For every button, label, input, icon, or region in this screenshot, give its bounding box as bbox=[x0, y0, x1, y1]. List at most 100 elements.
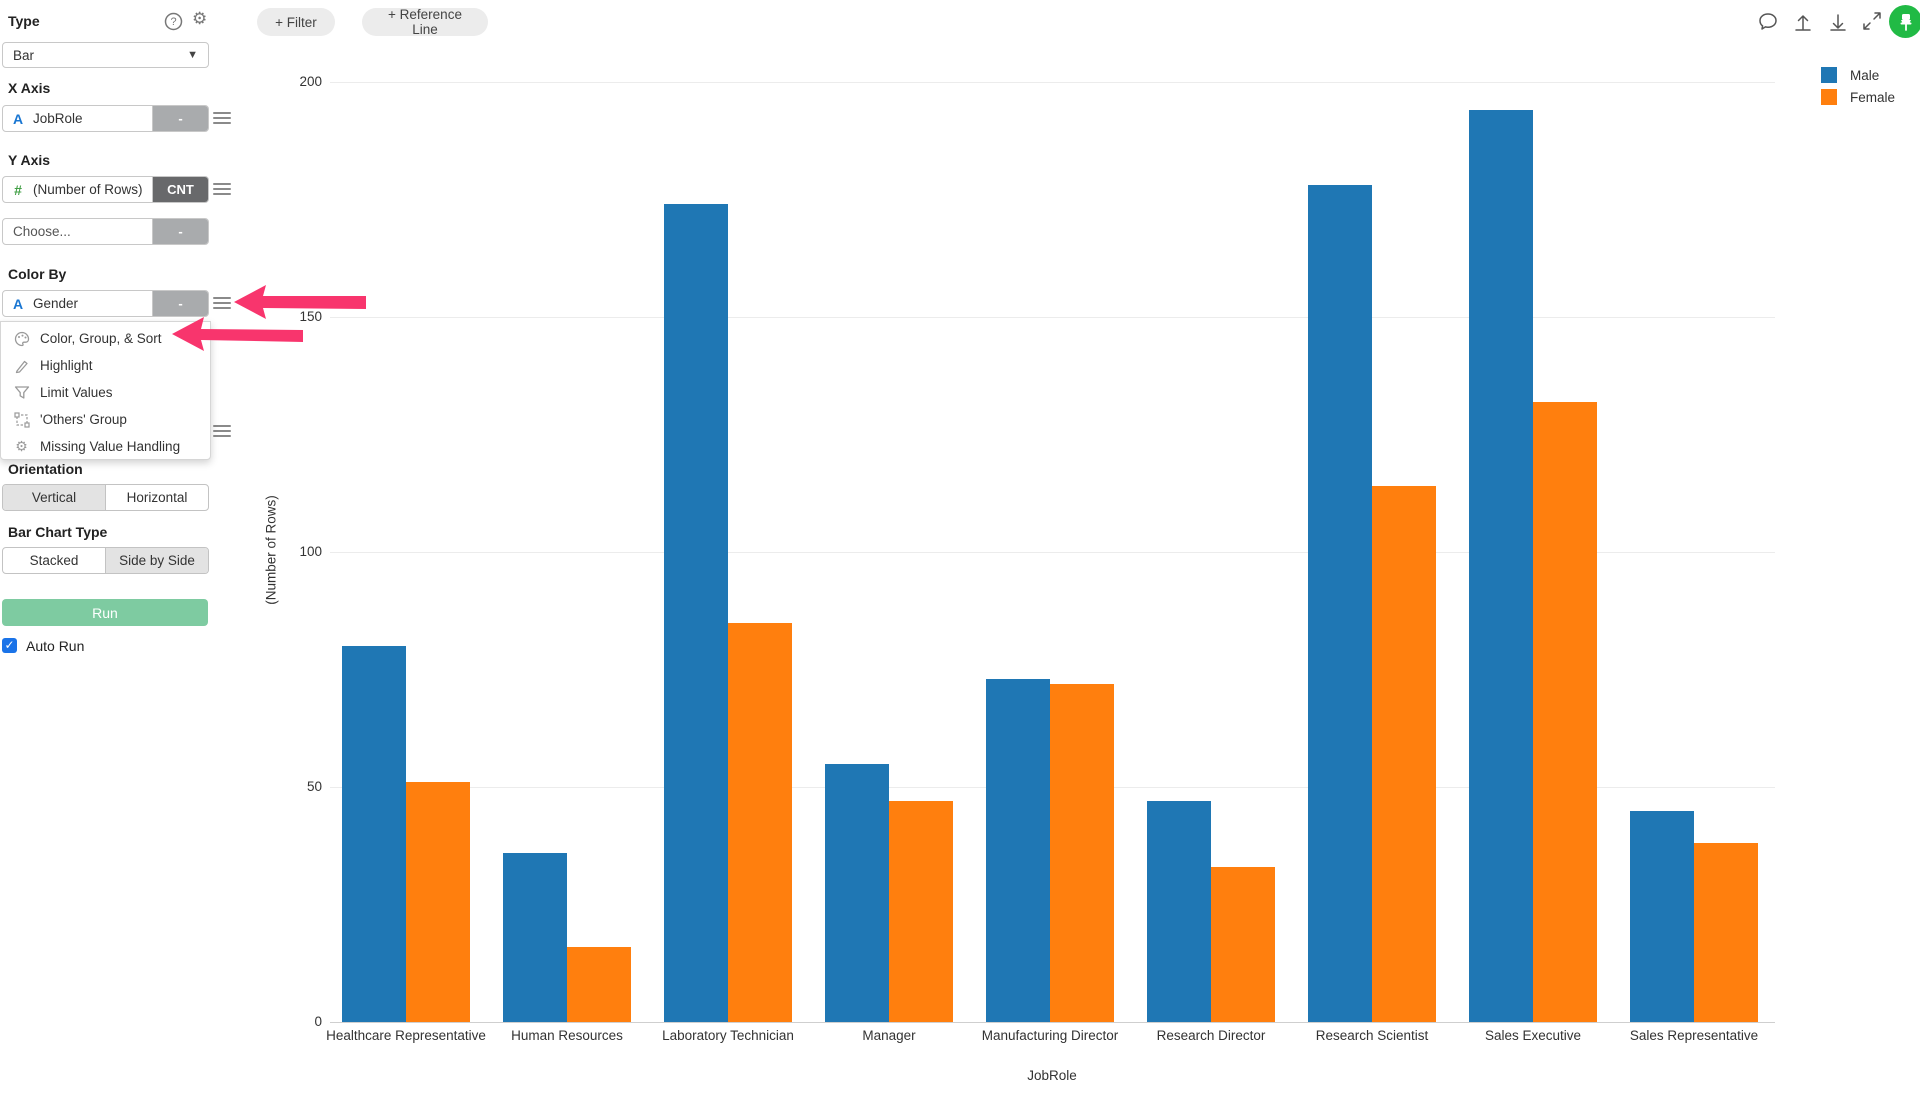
add-reference-line-button[interactable]: + Reference Line bbox=[362, 7, 488, 37]
x-tick-label: Healthcare Representative bbox=[326, 1028, 486, 1043]
x-axis-label: X Axis bbox=[8, 80, 51, 96]
x-axis-field[interactable]: A JobRole - bbox=[2, 105, 209, 132]
y-axis-field-name: (Number of Rows) bbox=[33, 182, 143, 197]
bar-female-0 bbox=[406, 782, 470, 1022]
x-tick-label: Research Director bbox=[1156, 1028, 1266, 1043]
chart-type-select[interactable]: Bar ▼ bbox=[2, 42, 209, 68]
menu-item-color-group-sort[interactable]: Color, Group, & Sort bbox=[1, 325, 210, 352]
expand-icon[interactable] bbox=[1860, 9, 1884, 33]
pushpin-icon bbox=[1900, 13, 1911, 31]
menu-item-others-group[interactable]: 'Others' Group bbox=[1, 406, 210, 433]
highlighter-icon bbox=[13, 357, 30, 374]
bar-male-0 bbox=[342, 646, 406, 1022]
string-type-icon: A bbox=[12, 110, 24, 127]
color-by-field[interactable]: A Gender - bbox=[2, 290, 209, 317]
bar-male-1 bbox=[503, 852, 567, 1022]
menu-item-highlight[interactable]: Highlight bbox=[1, 352, 210, 379]
x-axis-title: JobRole bbox=[1027, 1068, 1077, 1083]
object-group-icon bbox=[13, 411, 30, 428]
help-icon[interactable]: ? bbox=[164, 12, 183, 31]
menu-item-label: 'Others' Group bbox=[40, 412, 127, 427]
string-type-icon: A bbox=[12, 295, 24, 312]
gear-icon: ⚙ bbox=[15, 438, 28, 454]
x-tick-label: Sales Executive bbox=[1484, 1028, 1582, 1043]
color-by-dropdown-menu: Color, Group, & Sort Highlight Limit Val… bbox=[0, 321, 211, 460]
bar-female-7 bbox=[1533, 401, 1597, 1022]
orientation-label: Orientation bbox=[8, 461, 83, 477]
funnel-icon bbox=[13, 384, 30, 401]
color-by-field-name: Gender bbox=[33, 296, 79, 311]
color-by-label: Color By bbox=[8, 266, 67, 282]
side-by-side-option[interactable]: Side by Side bbox=[105, 548, 208, 573]
comment-icon[interactable] bbox=[1756, 10, 1780, 34]
number-type-icon: # bbox=[14, 181, 22, 198]
bar-male-4 bbox=[986, 678, 1050, 1022]
run-button[interactable]: Run bbox=[2, 599, 208, 626]
menu-item-missing-value-handling[interactable]: ⚙ Missing Value Handling bbox=[1, 433, 210, 460]
choose-field[interactable]: Choose... - bbox=[2, 218, 209, 245]
chevron-down-icon: ▼ bbox=[187, 49, 198, 61]
chart-type-value: Bar bbox=[13, 47, 35, 63]
y-axis-title: (Number of Rows) bbox=[263, 495, 279, 605]
x-tick-label: Human Resources bbox=[511, 1028, 623, 1043]
choose-agg-button[interactable]: - bbox=[152, 219, 208, 244]
menu-item-limit-values[interactable]: Limit Values bbox=[1, 379, 210, 406]
menu-item-label: Highlight bbox=[40, 358, 93, 373]
bar-male-5 bbox=[1147, 801, 1211, 1022]
bar-male-7 bbox=[1469, 110, 1533, 1022]
type-section-label: Type bbox=[8, 13, 40, 29]
auto-run-label: Auto Run bbox=[26, 638, 85, 654]
upload-icon[interactable] bbox=[1791, 10, 1815, 34]
color-by-agg-button[interactable]: - bbox=[152, 291, 208, 316]
stacked-option[interactable]: Stacked bbox=[29, 553, 79, 568]
y-tick-100: 100 bbox=[299, 544, 322, 559]
x-tick-label: Research Scientist bbox=[1315, 1028, 1429, 1043]
x-tick-label: Manufacturing Director bbox=[981, 1028, 1119, 1043]
auto-run-checkbox[interactable]: ✓ bbox=[2, 638, 17, 653]
bar-female-1 bbox=[567, 946, 631, 1022]
bar-female-3 bbox=[889, 801, 953, 1022]
legend-item-male: Male bbox=[1821, 64, 1895, 86]
avatar[interactable] bbox=[1889, 5, 1920, 38]
y-tick-150: 150 bbox=[299, 309, 322, 324]
color-by-menu-icon[interactable] bbox=[213, 297, 231, 311]
orientation-toggle: Vertical Horizontal bbox=[2, 484, 209, 511]
x-tick-label: Sales Representative bbox=[1629, 1028, 1759, 1043]
x-tick-label: Manager bbox=[862, 1028, 916, 1043]
add-filter-button[interactable]: + Filter bbox=[257, 8, 335, 36]
bar-chart-type-label: Bar Chart Type bbox=[8, 524, 108, 540]
y-axis-field[interactable]: # (Number of Rows) CNT bbox=[2, 176, 209, 203]
y-tick-50: 50 bbox=[306, 779, 322, 794]
menu-item-label: Missing Value Handling bbox=[40, 439, 181, 454]
bar-female-6 bbox=[1372, 486, 1436, 1022]
y-axis-label: Y Axis bbox=[8, 152, 51, 168]
orientation-vertical-option[interactable]: Vertical bbox=[3, 485, 105, 510]
legend-label: Female bbox=[1850, 89, 1896, 105]
y-axis-menu-icon[interactable] bbox=[213, 183, 231, 197]
hidden-row-menu-icon[interactable] bbox=[213, 425, 231, 439]
bar-female-8 bbox=[1694, 843, 1758, 1022]
bar-female-5 bbox=[1211, 866, 1275, 1022]
bar-female-4 bbox=[1050, 683, 1114, 1022]
settings-gear-icon[interactable]: ⚙ bbox=[192, 9, 208, 28]
bar-male-3 bbox=[825, 763, 889, 1022]
x-axis-agg-button[interactable]: - bbox=[152, 106, 208, 131]
y-axis-agg-button[interactable]: CNT bbox=[152, 177, 208, 202]
download-icon[interactable] bbox=[1826, 10, 1850, 34]
chart-legend: Male Female bbox=[1821, 64, 1895, 108]
gridline-150 bbox=[330, 317, 1775, 318]
menu-item-label: Limit Values bbox=[40, 385, 113, 400]
bar-male-8 bbox=[1630, 810, 1694, 1022]
orientation-horizontal-option[interactable]: Horizontal bbox=[105, 485, 208, 510]
legend-swatch bbox=[1821, 89, 1837, 105]
palette-icon bbox=[13, 330, 30, 347]
x-tick-label: Laboratory Technician bbox=[662, 1028, 794, 1043]
menu-item-label: Color, Group, & Sort bbox=[40, 331, 162, 346]
svg-text:?: ? bbox=[170, 16, 176, 28]
x-axis-menu-icon[interactable] bbox=[213, 112, 231, 126]
bar-chart-plot-area bbox=[330, 82, 1775, 1023]
bar-chart-type-toggle: Stacked Side by Side bbox=[2, 547, 209, 574]
legend-item-female: Female bbox=[1821, 86, 1895, 108]
legend-label: Male bbox=[1850, 67, 1880, 83]
bar-male-6 bbox=[1308, 185, 1372, 1022]
